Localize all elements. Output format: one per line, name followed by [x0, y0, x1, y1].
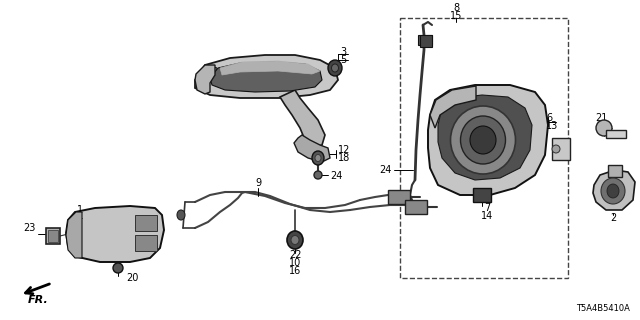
Polygon shape	[280, 90, 325, 148]
Text: 9: 9	[255, 178, 261, 188]
Text: 2: 2	[610, 213, 616, 223]
Ellipse shape	[470, 126, 496, 154]
Ellipse shape	[312, 151, 324, 165]
Ellipse shape	[314, 171, 322, 179]
Polygon shape	[66, 206, 164, 262]
Ellipse shape	[315, 155, 321, 162]
Bar	[400, 18, 568, 278]
Text: 21: 21	[595, 113, 607, 123]
Bar	[135, 215, 157, 231]
Bar	[608, 165, 622, 177]
Text: 24: 24	[330, 171, 342, 181]
Polygon shape	[195, 65, 215, 94]
Ellipse shape	[287, 231, 303, 249]
Text: 12: 12	[338, 145, 350, 155]
Bar	[388, 190, 410, 204]
Bar	[135, 235, 157, 251]
Bar	[606, 130, 626, 138]
Text: 15: 15	[450, 11, 462, 21]
Bar	[418, 35, 432, 45]
Text: 24: 24	[380, 165, 392, 175]
Text: 18: 18	[338, 153, 350, 163]
Text: FR.: FR.	[28, 295, 49, 305]
Polygon shape	[220, 61, 320, 75]
Ellipse shape	[596, 120, 612, 136]
Bar	[405, 200, 427, 214]
Polygon shape	[438, 95, 532, 180]
Text: 19: 19	[554, 143, 566, 153]
Text: 5: 5	[340, 55, 346, 65]
Bar	[420, 35, 432, 47]
Bar	[473, 188, 491, 202]
Polygon shape	[593, 170, 635, 210]
Text: 22: 22	[289, 250, 301, 260]
Ellipse shape	[291, 236, 299, 244]
Bar	[46, 228, 60, 244]
Polygon shape	[195, 55, 338, 98]
Text: 23: 23	[24, 223, 36, 233]
Text: 14: 14	[481, 211, 493, 221]
Polygon shape	[430, 86, 476, 128]
Ellipse shape	[552, 145, 560, 153]
Ellipse shape	[177, 210, 185, 220]
Text: 13: 13	[546, 121, 558, 131]
Text: 4: 4	[77, 213, 83, 223]
Text: T5A4B5410A: T5A4B5410A	[576, 304, 630, 313]
Polygon shape	[66, 212, 82, 258]
Text: 20: 20	[126, 273, 138, 283]
Ellipse shape	[601, 178, 625, 204]
Text: 16: 16	[289, 266, 301, 276]
Ellipse shape	[332, 64, 339, 72]
Polygon shape	[428, 85, 548, 195]
Ellipse shape	[451, 106, 515, 174]
Text: 1: 1	[77, 205, 83, 215]
Ellipse shape	[328, 60, 342, 76]
Polygon shape	[294, 135, 330, 162]
Polygon shape	[210, 62, 322, 92]
Ellipse shape	[461, 116, 506, 164]
Text: 7: 7	[484, 203, 490, 213]
Bar	[552, 138, 570, 160]
Ellipse shape	[607, 184, 619, 198]
Text: 8: 8	[453, 3, 459, 13]
Text: 17: 17	[212, 75, 225, 85]
Text: 10: 10	[289, 258, 301, 268]
Bar	[48, 230, 58, 242]
Text: 6: 6	[546, 113, 552, 123]
Text: 11: 11	[212, 67, 225, 77]
Text: 3: 3	[340, 47, 346, 57]
Ellipse shape	[113, 263, 123, 273]
